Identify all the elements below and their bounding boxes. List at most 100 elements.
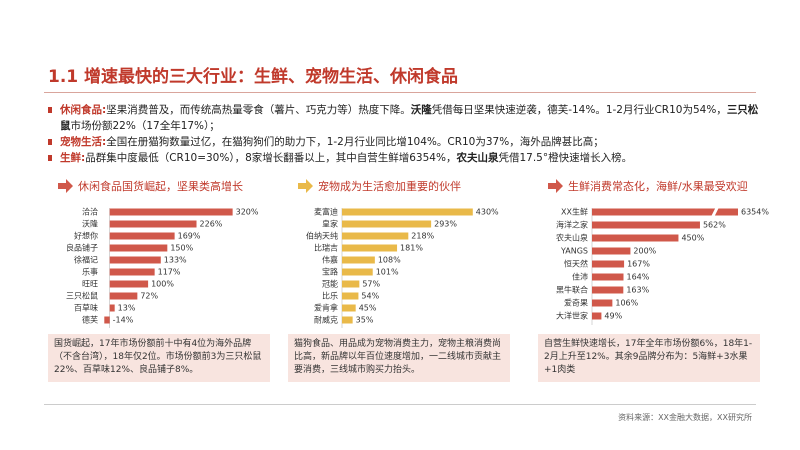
value-label: 150% [170,244,193,253]
bullet-text: 沃隆 [410,104,432,116]
category-label: 旺旺 [82,280,98,289]
arrow-icon [298,179,313,193]
divider [44,404,756,405]
axis-break [710,205,720,219]
note-box: 自营生鲜快速增长，17年全年市场份额6%，18年1-2月上升至12%。其余9品牌… [538,334,760,382]
value-label: 450% [681,234,704,243]
bar [342,208,473,216]
bullet-label: 宠物生活: [60,136,107,148]
bullet: 休闲食品:坚果消费普及，而传统高热量零食（薯片、巧克力等）热度下降。沃隆凭借每日… [48,102,760,134]
category-label: 皇家 [322,219,338,229]
value-label: 181% [400,244,423,253]
value-label: 562% [703,221,726,230]
arrow-icon [58,179,73,193]
category-label: 三只松鼠 [66,291,98,301]
note-box: 国货崛起，17年市场份额前十中有4位为海外品牌（不含台湾），18年仅2位。市场份… [48,334,270,382]
category-label: 黑牛联合 [556,285,588,295]
bullet-text: 凭借每日坚果快速逆袭，德芙-14%。1-2月行业CR10为54%， [431,104,727,116]
bar [342,268,373,276]
bar [342,292,359,300]
value-label: 13% [118,304,136,313]
bullet-text: 全国在册猫狗数量过亿，在猫狗狗们的助力下，1-2月行业同比增104%。CR10为… [106,136,604,148]
value-label: 163% [626,286,649,295]
category-label: XX生鲜 [561,207,588,217]
slide-title: 1.1 增速最快的三大行业：生鲜、宠物生活、休闲食品 [48,67,459,87]
category-label: 伯纳天纯 [306,231,338,241]
value-label: 430% [476,208,499,217]
bar [109,208,233,216]
bar [592,234,679,242]
value-label: 167% [627,260,650,269]
bullet-text: 三只松鼠 [60,104,759,132]
value-label: 293% [434,220,457,229]
chart-title: 宠物成为生活愈加重要的伙伴 [318,179,461,193]
bar [592,208,738,216]
value-label: 200% [633,247,656,256]
bar [592,260,625,268]
category-label: 徐福记 [74,255,98,265]
value-label: 100% [151,280,174,289]
category-label: 乐事 [82,267,98,277]
bar [342,220,432,228]
bar [109,292,138,300]
bar [592,247,631,255]
bar [592,312,602,320]
category-label: 恒天然 [564,259,588,269]
category-label: 伟嘉 [322,255,338,265]
value-label: 164% [627,273,650,282]
value-label: 72% [140,292,158,301]
category-label: 大洋世家 [556,311,588,321]
source-note: 资料来源：XX金融大数据，XX研究所 [618,413,752,422]
value-label: 101% [376,268,399,277]
value-label: 320% [236,208,259,217]
bar [109,244,168,252]
arrow-icon [548,179,563,193]
bar [342,316,353,324]
bullet-text: 农夫山泉 [456,152,499,164]
bar [592,286,624,294]
category-label: YANGS [560,247,588,256]
bar [109,268,155,276]
bullet: 生鲜:品群集中度最低（CR10=30%），8家增长翻番以上，其中自营生鲜增635… [48,150,760,166]
bar [342,280,360,288]
bar [109,220,197,228]
category-label: 宝路 [322,267,338,277]
category-label: 爱肯拿 [314,303,338,313]
category-label: 百草味 [74,303,98,313]
category-label: 德芙 [82,315,98,325]
category-label: 良品铺子 [66,243,98,253]
bullet-text: 凭借17.5°橙快速增长入榜。 [498,152,633,164]
value-label: -14% [113,316,134,325]
chart-title: 生鲜消费常态化，海鲜/水果最受欢迎 [568,179,748,193]
bullet-text: 品群集中度最低（CR10=30%），8家增长翻番以上，其中自营生鲜增6354%， [85,152,457,164]
value-label: 54% [361,292,379,301]
bar [592,299,613,307]
value-label: 169% [178,232,201,241]
category-label: 比乐 [322,291,338,301]
value-label: 35% [356,316,374,325]
note-box: 猫狗食品、用品成为宠物消费主力，宠物主粮消费尚比高，新品牌以年百位速度增加，一二… [288,334,510,382]
category-label: 耐威克 [314,315,338,325]
value-label: 226% [200,220,223,229]
category-label: 洽洽 [82,207,98,217]
value-label: 108% [378,256,401,265]
bar [109,280,149,288]
value-label: 218% [411,232,434,241]
bar [109,304,115,312]
bar [592,273,624,281]
bullet-text: 市场份额22%（17全年17%）； [70,120,220,132]
bullet: 宠物生活:全国在册猫狗数量过亿，在猫狗狗们的助力下，1-2月行业同比增104%。… [48,134,760,150]
bullet-text: 坚果消费普及，而传统高热量零食（薯片、巧克力等）热度下降。 [106,104,411,116]
bar [342,256,375,264]
bar [109,232,175,240]
category-label: 佳沛 [572,272,588,282]
value-label: 106% [615,299,638,308]
bar [104,316,110,324]
category-label: 比瑞吉 [314,243,338,253]
bullet-list: 休闲食品:坚果消费普及，而传统高热量零食（薯片、巧克力等）热度下降。沃隆凭借每日… [48,102,760,166]
bar [592,221,700,229]
bullet-label: 生鲜: [60,152,86,164]
divider [44,92,756,93]
